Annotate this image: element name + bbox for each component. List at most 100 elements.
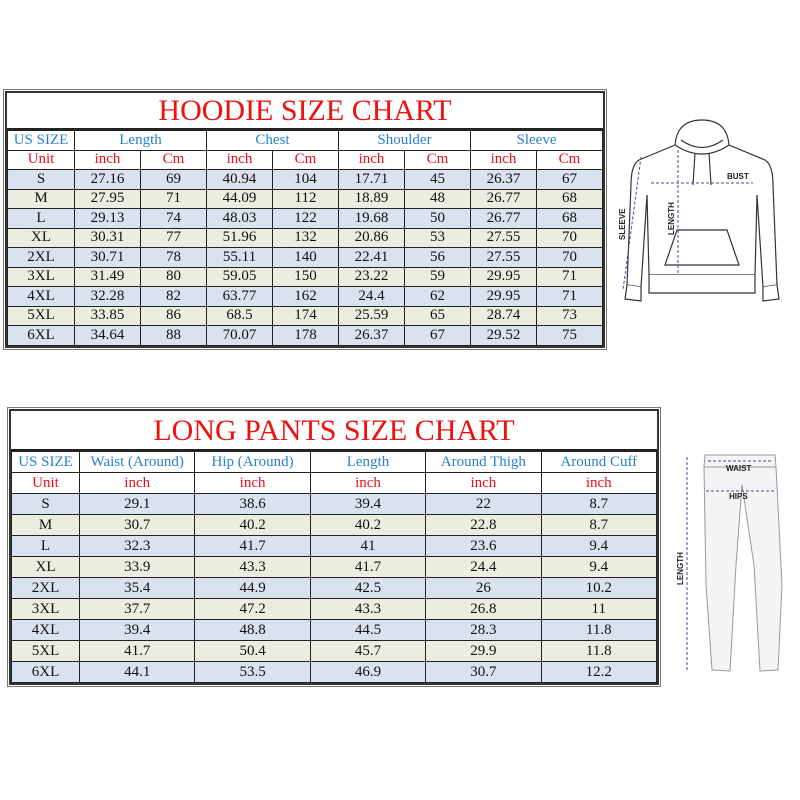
unit-cell: inch [78, 472, 196, 494]
value-cell: 22.41 [338, 247, 405, 268]
value-cell: 41.7 [194, 535, 311, 557]
value-cell: 80 [140, 266, 207, 287]
value-cell: 29.95 [470, 266, 537, 287]
value-cell: 24.4 [338, 286, 405, 307]
value-cell: 30.31 [74, 227, 141, 248]
measure-column-header: Waist (Around) [78, 451, 196, 473]
value-cell: 42.5 [309, 577, 427, 599]
value-cell: 55.11 [206, 247, 273, 268]
value-cell: 44.5 [309, 619, 427, 641]
value-cell: 75 [536, 325, 603, 346]
value-cell: 20.86 [338, 227, 405, 248]
value-cell: 17.71 [338, 169, 405, 190]
value-cell: 48.03 [206, 208, 273, 229]
value-cell: 45 [404, 169, 471, 190]
size-cell: S [7, 169, 75, 190]
value-cell: 27.95 [74, 188, 141, 209]
value-cell: 67 [404, 325, 471, 346]
value-cell: 40.2 [309, 514, 427, 536]
value-cell: 150 [272, 266, 339, 287]
value-cell: 11.8 [540, 619, 658, 641]
measure-column-header: Hip (Around) [194, 451, 311, 473]
table-row: S 29.1 38.6 39.4 22 8.7 [11, 493, 658, 515]
value-cell: 63.77 [206, 286, 273, 307]
measure-column-header: Chest [206, 130, 339, 151]
value-cell: 9.4 [540, 535, 658, 557]
unit-row: Unit inch Cm inch Cm inch Cm inch Cm [7, 149, 603, 170]
table-row: 5XL 41.7 50.4 45.7 29.9 11.8 [11, 640, 658, 662]
value-cell: 24.4 [425, 556, 542, 578]
value-cell: 23.22 [338, 266, 405, 287]
value-cell: 28.74 [470, 305, 537, 326]
value-cell: 59 [404, 266, 471, 287]
unit-cell: inch [470, 149, 537, 170]
value-cell: 178 [272, 325, 339, 346]
table-row: XL 33.9 43.3 41.7 24.4 9.4 [11, 556, 658, 578]
header-row: US SIZE Waist (Around) Hip (Around) Length A… [11, 451, 658, 473]
unit-cell: Cm [140, 149, 207, 170]
value-cell: 71 [536, 286, 603, 307]
unit-cell: inch [74, 149, 141, 170]
value-cell: 11.8 [540, 640, 658, 662]
value-cell: 46.9 [309, 661, 427, 683]
value-cell: 26.77 [470, 188, 537, 209]
value-cell: 27.55 [470, 247, 537, 268]
value-cell: 37.7 [78, 598, 196, 620]
unit-label: Unit [11, 472, 80, 494]
table-row: L 32.3 41.7 41 23.6 9.4 [11, 535, 658, 557]
pants-chart-title: LONG PANTS SIZE CHART [11, 411, 657, 451]
value-cell: 122 [272, 208, 339, 229]
table-row: 6XL 44.1 53.5 46.9 30.7 12.2 [11, 661, 658, 683]
value-cell: 27.16 [74, 169, 141, 190]
table-row: L 29.13 74 48.03 122 19.68 50 26.77 68 [7, 208, 603, 229]
value-cell: 35.4 [78, 577, 196, 599]
value-cell: 29.52 [470, 325, 537, 346]
value-cell: 162 [272, 286, 339, 307]
unit-cell: Cm [536, 149, 603, 170]
value-cell: 70.07 [206, 325, 273, 346]
value-cell: 8.7 [540, 493, 658, 515]
size-cell: 2XL [11, 577, 80, 599]
value-cell: 22.8 [425, 514, 542, 536]
value-cell: 50 [404, 208, 471, 229]
bust-label: BUST [727, 172, 749, 181]
value-cell: 43.3 [194, 556, 311, 578]
value-cell: 74 [140, 208, 207, 229]
value-cell: 44.9 [194, 577, 311, 599]
value-cell: 78 [140, 247, 207, 268]
size-column-header: US SIZE [11, 451, 80, 473]
value-cell: 53 [404, 227, 471, 248]
pants-length-label: LENGTH [676, 552, 685, 585]
measure-column-header: Length [309, 451, 427, 473]
waist-label: WAIST [726, 464, 751, 473]
hoodie-size-chart: HOODIE SIZE CHART US SIZE Length Chest Shou… [3, 89, 607, 350]
value-cell: 29.9 [425, 640, 542, 662]
unit-cell: inch [194, 472, 311, 494]
value-cell: 65 [404, 305, 471, 326]
value-cell: 67 [536, 169, 603, 190]
unit-label: Unit [7, 149, 75, 170]
value-cell: 39.4 [309, 493, 427, 515]
size-cell: M [7, 188, 75, 209]
size-cell: 5XL [7, 305, 75, 326]
unit-cell: inch [425, 472, 542, 494]
value-cell: 45.7 [309, 640, 427, 662]
value-cell: 70 [536, 227, 603, 248]
hips-label: HIPS [729, 492, 748, 501]
value-cell: 53.5 [194, 661, 311, 683]
value-cell: 48.8 [194, 619, 311, 641]
value-cell: 40.2 [194, 514, 311, 536]
value-cell: 62 [404, 286, 471, 307]
value-cell: 8.7 [540, 514, 658, 536]
value-cell: 33.85 [74, 305, 141, 326]
value-cell: 38.6 [194, 493, 311, 515]
value-cell: 26.37 [470, 169, 537, 190]
hoodie-body-shape [626, 119, 778, 288]
value-cell: 10.2 [540, 577, 658, 599]
value-cell: 68 [536, 188, 603, 209]
value-cell: 41.7 [309, 556, 427, 578]
value-cell: 44.1 [78, 661, 196, 683]
table-row: M 30.7 40.2 40.2 22.8 8.7 [11, 514, 658, 536]
size-cell: 6XL [7, 325, 75, 346]
hoodie-size-table: US SIZE Length Chest Shoulder Sleeve Unit inch… [7, 130, 603, 346]
